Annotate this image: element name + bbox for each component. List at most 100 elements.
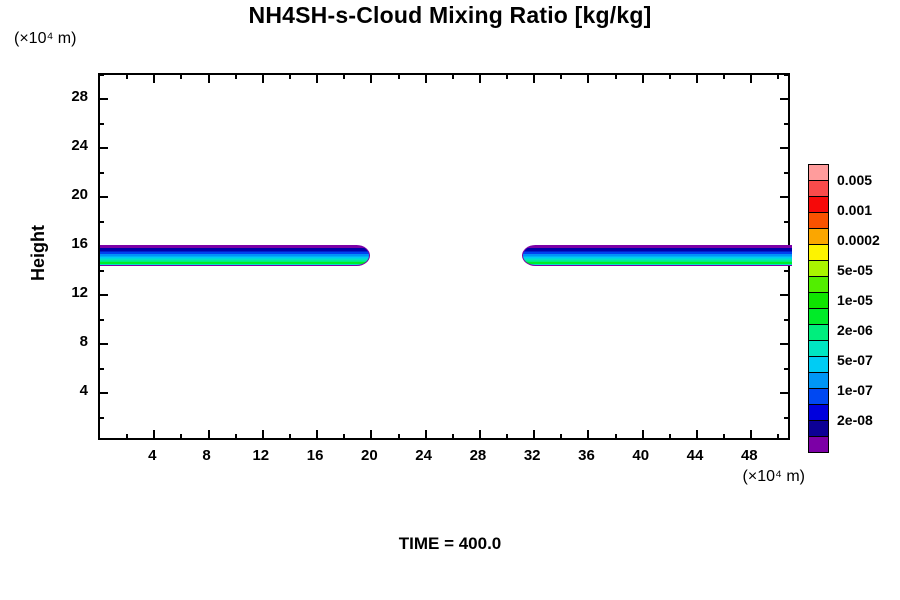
x-tick-bottom bbox=[126, 434, 129, 438]
y-tick-left bbox=[100, 171, 104, 174]
x-tick-label: 12 bbox=[252, 447, 270, 464]
y-tick-right bbox=[784, 122, 788, 125]
x-tick-top bbox=[207, 75, 210, 83]
y-tick-left bbox=[100, 74, 104, 76]
x-tick-bottom bbox=[343, 434, 346, 438]
x-tick-label: 44 bbox=[686, 447, 704, 464]
x-tick-bottom bbox=[153, 430, 156, 438]
colorbar-swatch bbox=[808, 244, 829, 261]
y-tick-right bbox=[784, 269, 788, 272]
y-tick-left bbox=[100, 122, 104, 125]
y-tick-label: 20 bbox=[71, 186, 88, 204]
y-tick-right bbox=[780, 392, 788, 395]
plot-area bbox=[98, 73, 792, 440]
y-tick-label: 4 bbox=[79, 382, 88, 400]
x-tick-label: 36 bbox=[578, 447, 595, 464]
y-axis-unit-label: (×10⁴ m) bbox=[14, 30, 77, 47]
y-tick-left bbox=[100, 196, 108, 199]
x-tick-bottom bbox=[316, 430, 319, 438]
x-tick-bottom bbox=[777, 434, 780, 438]
y-tick-label: 28 bbox=[71, 88, 88, 106]
x-tick-bottom bbox=[180, 434, 183, 438]
x-tick-label: 28 bbox=[469, 447, 487, 464]
time-label: TIME = 400.0 bbox=[398, 534, 502, 553]
x-tick-top bbox=[234, 75, 237, 79]
x-tick-label: 32 bbox=[523, 447, 541, 464]
y-tick-right bbox=[780, 98, 788, 101]
y-tick-right bbox=[784, 220, 788, 223]
y-tick-right bbox=[784, 74, 788, 76]
x-tick-top bbox=[723, 75, 726, 79]
y-tick-left bbox=[100, 220, 104, 223]
y-tick-label: 16 bbox=[71, 235, 88, 253]
x-tick-label: 48 bbox=[740, 447, 758, 464]
y-tick-right bbox=[784, 416, 788, 419]
y-tick-left bbox=[100, 269, 104, 272]
x-tick-top bbox=[614, 75, 617, 79]
x-tick-top bbox=[641, 75, 644, 83]
y-tick-left bbox=[100, 98, 108, 101]
y-tick-right bbox=[780, 196, 788, 199]
x-tick-bottom bbox=[641, 430, 644, 438]
x-tick-label: 20 bbox=[361, 447, 378, 464]
colorbar-level-label: 2e-06 bbox=[837, 322, 873, 338]
x-tick-top bbox=[451, 75, 454, 79]
x-tick-bottom bbox=[424, 430, 427, 438]
x-tick-top bbox=[587, 75, 590, 83]
x-axis-unit-label: (×10⁴ m) bbox=[742, 468, 805, 485]
x-tick-bottom bbox=[397, 434, 400, 438]
x-tick-label: 4 bbox=[148, 447, 157, 464]
colorbar-level-label: 5e-05 bbox=[837, 262, 873, 278]
colorbar-swatch bbox=[808, 372, 829, 389]
x-tick-top bbox=[696, 75, 699, 83]
x-tick-top bbox=[261, 75, 264, 83]
y-tick-right bbox=[780, 343, 788, 346]
x-tick-bottom bbox=[288, 434, 291, 438]
x-tick-bottom bbox=[261, 430, 264, 438]
x-tick-top bbox=[316, 75, 319, 83]
y-tick-right bbox=[784, 367, 788, 370]
x-tick-top bbox=[533, 75, 536, 83]
colorbar-swatch bbox=[808, 388, 829, 405]
colorbar-level-label: 1e-05 bbox=[837, 292, 873, 308]
x-tick-bottom bbox=[668, 434, 671, 438]
x-tick-top bbox=[424, 75, 427, 83]
x-tick-top bbox=[777, 75, 780, 79]
colorbar bbox=[808, 164, 829, 453]
x-tick-bottom bbox=[614, 434, 617, 438]
y-tick-right bbox=[780, 294, 788, 297]
colorbar-swatch bbox=[808, 164, 829, 181]
y-tick-left bbox=[100, 318, 104, 321]
x-tick-top bbox=[180, 75, 183, 79]
x-tick-label: 16 bbox=[306, 447, 324, 464]
x-tick-bottom bbox=[560, 434, 563, 438]
colorbar-level-label: 0.0002 bbox=[837, 232, 880, 248]
colorbar-swatch bbox=[808, 436, 829, 453]
colorbar-swatch bbox=[808, 308, 829, 325]
x-tick-top bbox=[153, 75, 156, 83]
colorbar-swatch bbox=[808, 196, 829, 213]
y-tick-left bbox=[100, 294, 108, 297]
x-tick-top bbox=[750, 75, 753, 83]
colorbar-swatch bbox=[808, 324, 829, 341]
colorbar-swatch bbox=[808, 228, 829, 245]
y-tick-right bbox=[784, 318, 788, 321]
y-tick-right bbox=[780, 147, 788, 150]
x-tick-top bbox=[397, 75, 400, 79]
x-tick-top bbox=[126, 75, 129, 79]
x-tick-bottom bbox=[533, 430, 536, 438]
x-tick-top bbox=[370, 75, 373, 83]
x-tick-bottom bbox=[451, 434, 454, 438]
x-tick-top bbox=[668, 75, 671, 79]
x-tick-bottom bbox=[370, 430, 373, 438]
colorbar-swatch bbox=[808, 212, 829, 229]
colorbar-level-label: 0.001 bbox=[837, 202, 873, 218]
x-tick-top bbox=[560, 75, 563, 79]
x-tick-bottom bbox=[478, 430, 481, 438]
colorbar-swatch bbox=[808, 260, 829, 277]
x-tick-top bbox=[478, 75, 481, 83]
x-tick-label: 40 bbox=[632, 447, 650, 464]
y-tick-left bbox=[100, 343, 108, 346]
y-tick-right bbox=[784, 171, 788, 174]
